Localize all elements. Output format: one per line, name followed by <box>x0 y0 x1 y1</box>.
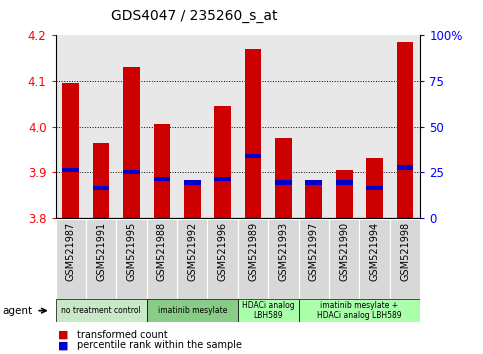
Text: GSM521990: GSM521990 <box>339 222 349 281</box>
Bar <box>336 170 353 218</box>
Bar <box>154 177 170 181</box>
FancyBboxPatch shape <box>390 219 420 299</box>
Bar <box>214 177 231 181</box>
Bar <box>184 180 200 185</box>
Bar <box>123 67 140 218</box>
Bar <box>62 83 79 218</box>
Text: GSM521996: GSM521996 <box>218 222 227 281</box>
Text: imatinib mesylate +
HDACi analog LBH589: imatinib mesylate + HDACi analog LBH589 <box>317 301 402 320</box>
Text: no treatment control: no treatment control <box>61 306 141 315</box>
Bar <box>366 159 383 218</box>
FancyBboxPatch shape <box>56 299 147 322</box>
Bar <box>275 138 292 218</box>
FancyBboxPatch shape <box>329 219 359 299</box>
Bar <box>336 180 353 185</box>
Text: percentile rank within the sample: percentile rank within the sample <box>77 340 242 350</box>
Text: GSM521995: GSM521995 <box>127 222 137 281</box>
FancyBboxPatch shape <box>116 219 147 299</box>
Text: GDS4047 / 235260_s_at: GDS4047 / 235260_s_at <box>111 9 277 23</box>
Bar <box>397 165 413 170</box>
FancyBboxPatch shape <box>56 219 86 299</box>
Bar <box>305 183 322 218</box>
Text: transformed count: transformed count <box>77 330 168 339</box>
Text: imatinib mesylate: imatinib mesylate <box>157 306 227 315</box>
FancyBboxPatch shape <box>177 219 208 299</box>
Bar <box>93 143 110 218</box>
Bar <box>214 106 231 218</box>
Text: agent: agent <box>2 306 32 316</box>
Bar <box>366 186 383 190</box>
Bar <box>245 154 261 159</box>
FancyBboxPatch shape <box>238 219 268 299</box>
FancyBboxPatch shape <box>147 219 177 299</box>
FancyBboxPatch shape <box>238 299 298 322</box>
Text: GSM521991: GSM521991 <box>96 222 106 281</box>
Bar <box>154 124 170 218</box>
Text: GSM521993: GSM521993 <box>279 222 288 281</box>
Text: GSM521994: GSM521994 <box>369 222 380 281</box>
Bar <box>184 183 200 218</box>
FancyBboxPatch shape <box>359 219 390 299</box>
Bar <box>245 49 261 218</box>
Text: GSM521988: GSM521988 <box>157 222 167 281</box>
Bar <box>397 42 413 218</box>
FancyBboxPatch shape <box>298 299 420 322</box>
Bar <box>275 180 292 185</box>
Text: GSM521987: GSM521987 <box>66 222 76 281</box>
FancyBboxPatch shape <box>298 219 329 299</box>
Text: GSM521997: GSM521997 <box>309 222 319 281</box>
Text: GSM521998: GSM521998 <box>400 222 410 281</box>
Bar <box>123 170 140 175</box>
Bar <box>62 167 79 172</box>
FancyBboxPatch shape <box>147 299 238 322</box>
FancyBboxPatch shape <box>86 219 116 299</box>
FancyBboxPatch shape <box>268 219 298 299</box>
Text: HDACi analog
LBH589: HDACi analog LBH589 <box>242 301 295 320</box>
Bar <box>305 180 322 185</box>
Text: ■: ■ <box>58 340 69 350</box>
Bar <box>93 186 110 190</box>
Text: GSM521989: GSM521989 <box>248 222 258 281</box>
Text: GSM521992: GSM521992 <box>187 222 197 281</box>
FancyBboxPatch shape <box>208 219 238 299</box>
Text: ■: ■ <box>58 330 69 339</box>
